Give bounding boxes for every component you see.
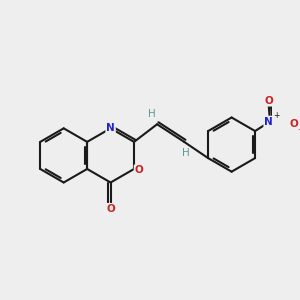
Text: H: H [182, 148, 189, 158]
Text: O: O [264, 96, 273, 106]
Text: O: O [106, 204, 115, 214]
Text: H: H [148, 109, 156, 119]
Text: O: O [135, 165, 143, 175]
Text: +: + [273, 111, 279, 120]
Text: O: O [290, 119, 298, 129]
Text: −: − [297, 124, 300, 134]
Text: N: N [106, 123, 115, 133]
Text: N: N [264, 117, 273, 127]
